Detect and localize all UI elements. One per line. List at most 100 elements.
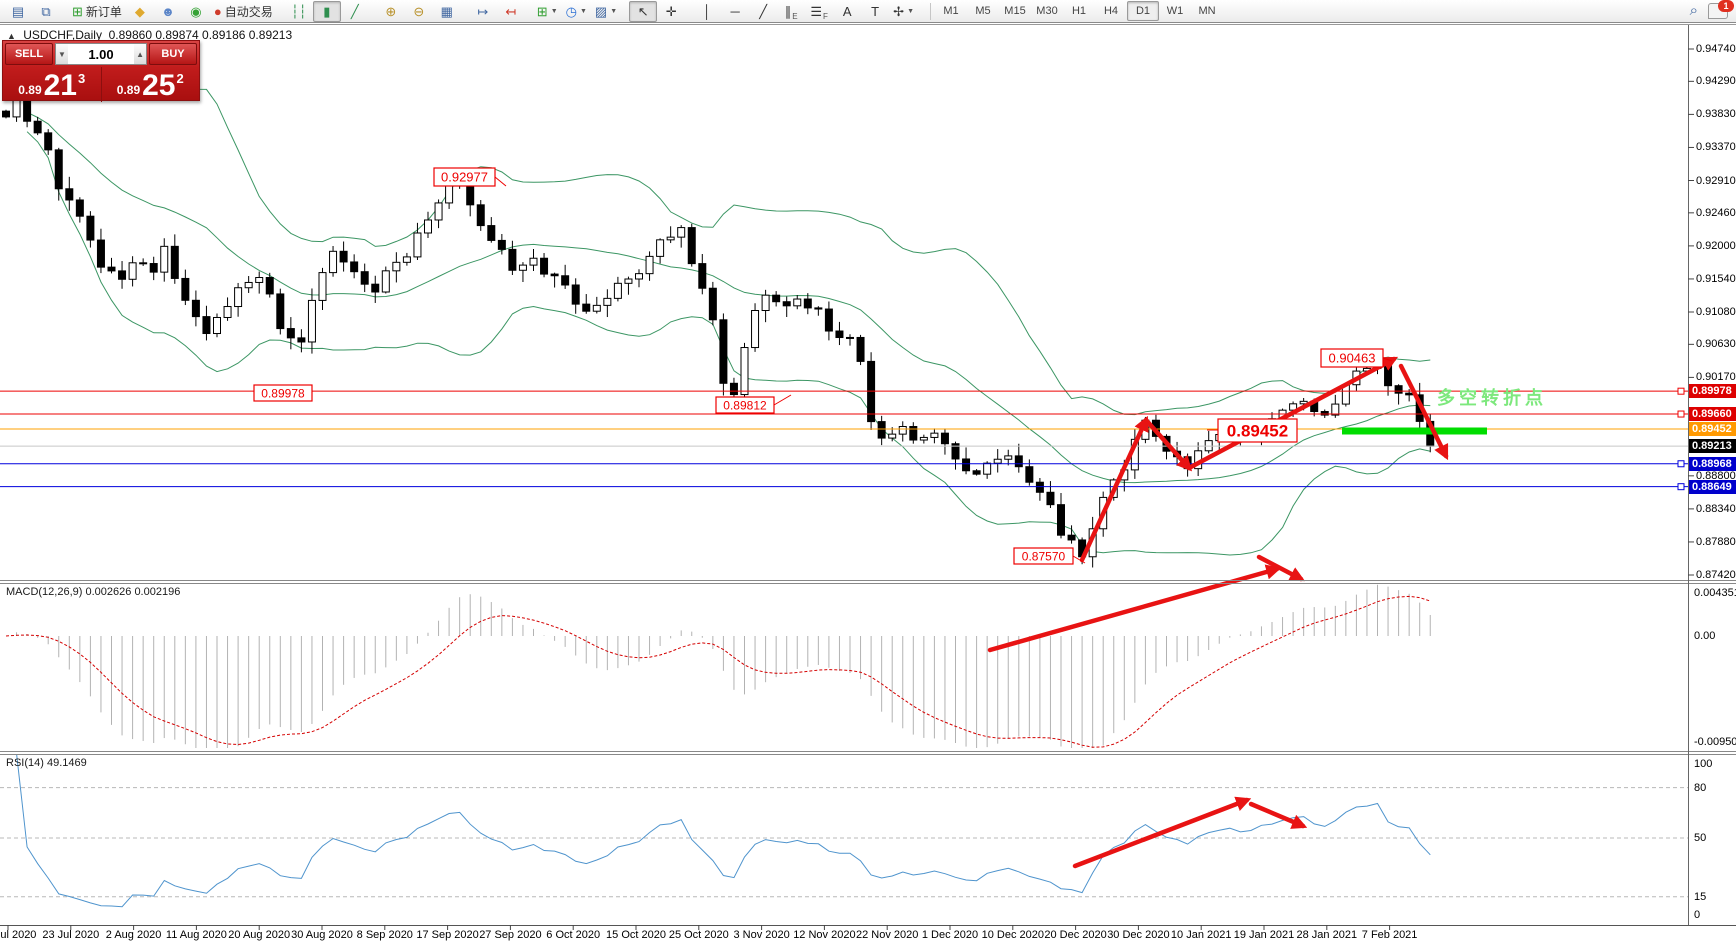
candle-body: [191, 299, 200, 318]
price-annotation-box[interactable]: [1013, 547, 1074, 565]
text-label-icon[interactable]: T: [861, 1, 889, 22]
level-line-handle[interactable]: [1677, 483, 1685, 491]
bollinger-middle-band[interactable]: [26, 111, 1431, 484]
candle-body: [213, 316, 221, 335]
vertical-line-icon[interactable]: │: [693, 1, 721, 22]
sell-price-display[interactable]: 0.89 21 3: [3, 67, 102, 102]
template-icon-caret[interactable]: ▼: [610, 7, 618, 15]
market-watch-icon[interactable]: ▤: [4, 1, 32, 22]
candle-body: [223, 306, 232, 318]
candle-body: [286, 328, 295, 339]
volume-input[interactable]: [67, 44, 135, 64]
search-icon[interactable]: ⌕: [1689, 2, 1698, 19]
shapes-icon-caret[interactable]: ▼: [907, 7, 914, 15]
candle-body: [645, 255, 654, 275]
shapes-icon[interactable]: ✢ ▼: [889, 1, 918, 22]
experts-icon[interactable]: ☻: [154, 1, 182, 22]
candle-body: [75, 199, 84, 217]
candle-body: [476, 204, 485, 227]
level-line-handle[interactable]: [1677, 410, 1685, 418]
chart-shift-icon[interactable]: ↤: [497, 1, 525, 22]
period-icon-caret[interactable]: ▼: [579, 7, 587, 15]
level-line-handle[interactable]: [1677, 387, 1685, 395]
new-chart-icon[interactable]: ⊞ ▼: [533, 1, 562, 22]
trend-arrow-rsi[interactable]: [1072, 796, 1252, 869]
volume-decrease-button[interactable]: ▼: [56, 44, 68, 64]
candlestick-chart-icon[interactable]: ▮: [312, 0, 341, 22]
price-annotation-label[interactable]: 0.89812: [723, 398, 767, 412]
timeframe-m15[interactable]: M15: [1004, 5, 1026, 17]
autotrading-icon[interactable]: ● 自动交易: [210, 1, 277, 22]
price-annotation-label[interactable]: 0.90463: [1329, 351, 1376, 366]
auto-scroll-icon[interactable]: ↦: [469, 1, 497, 22]
timeframe-w1[interactable]: W1: [1166, 5, 1184, 17]
horizontal-line-icon[interactable]: ─: [721, 1, 749, 22]
new-order-icon[interactable]: ⊞ 新订单: [68, 1, 126, 22]
candle-body: [434, 202, 443, 221]
bar-chart-icon[interactable]: ┆┆: [285, 1, 313, 22]
trend-arrow-macd[interactable]: [987, 564, 1282, 653]
timeframe-mn[interactable]: MN: [1198, 5, 1216, 17]
price-annotation-label[interactable]: 0.89978: [261, 386, 305, 400]
timeframe-h1[interactable]: H1: [1071, 5, 1087, 17]
trendline-icon[interactable]: ╱: [749, 1, 777, 22]
bollinger-upper-band[interactable]: [27, 63, 1431, 416]
fibonacci-icon[interactable]: ☰ F: [805, 1, 833, 22]
new-chart-icon-caret[interactable]: ▼: [550, 7, 558, 15]
candle-body: [413, 232, 422, 258]
buy-price-display[interactable]: 0.89 25 2: [102, 67, 200, 102]
sell-button[interactable]: SELL: [5, 43, 53, 65]
trend-arrow-macd[interactable]: [1256, 554, 1306, 582]
collapse-panel-arrow[interactable]: ▲: [7, 31, 16, 41]
timeframe-h4[interactable]: H4: [1103, 5, 1119, 17]
timeframe-m5[interactable]: M5: [975, 5, 991, 17]
period-icon[interactable]: ◷ ▼: [562, 1, 591, 22]
candle-body: [307, 299, 316, 343]
zoom-in-icon[interactable]: ⊕: [377, 1, 405, 22]
tile-windows-icon[interactable]: ▦: [433, 1, 461, 22]
candle-body: [1025, 466, 1034, 483]
new-order-icon: ⊞: [72, 3, 83, 19]
timeframe-m30[interactable]: M30: [1036, 5, 1058, 17]
price-annotation-box[interactable]: [253, 384, 313, 402]
signals-icon[interactable]: ◉: [182, 1, 210, 22]
candle-body: [824, 308, 833, 332]
volume-spinner: ▼ ▲: [55, 43, 147, 65]
price-annotation-label[interactable]: 0.92977: [441, 170, 488, 185]
data-window-icon[interactable]: ⧉: [32, 1, 60, 22]
autotrading-icon-label: 自动交易: [224, 4, 273, 19]
zoom-out-icon[interactable]: ⊖: [405, 1, 433, 22]
trend-arrow-main[interactable]: [1398, 363, 1449, 461]
trend-arrow-rsi[interactable]: [1248, 801, 1308, 829]
bollinger-lower-band[interactable]: [26, 131, 1431, 556]
volume-increase-button[interactable]: ▲: [134, 44, 146, 64]
price-annotation-box[interactable]: [1320, 348, 1384, 368]
channel-icon[interactable]: ∥ E: [777, 1, 805, 22]
line-chart-icon[interactable]: ╱: [341, 1, 369, 22]
price-annotation-label[interactable]: 0.89452: [1227, 422, 1288, 441]
timeframe-d1[interactable]: D1: [1127, 1, 1159, 21]
trend-arrow-main[interactable]: [1143, 417, 1193, 472]
trend-arrow-main[interactable]: [1186, 356, 1399, 471]
template-icon[interactable]: ▨ ▼: [591, 1, 621, 22]
metaeditor-icon[interactable]: ◆: [126, 1, 154, 22]
crosshair-icon[interactable]: ✛: [657, 1, 685, 22]
period-icon: ◷: [565, 3, 577, 19]
price-annotation-label[interactable]: 0.87570: [1022, 549, 1066, 563]
candle-body: [244, 281, 253, 289]
turning-point-text[interactable]: 多空转折点: [1437, 387, 1547, 408]
buy-button[interactable]: BUY: [149, 43, 197, 65]
candle-body: [656, 239, 665, 257]
level-line-handle[interactable]: [1677, 460, 1685, 468]
notifications-icon[interactable]: 1: [1708, 0, 1734, 19]
candle-body: [782, 301, 791, 307]
price-annotation-box[interactable]: [715, 396, 775, 414]
trend-arrow-main[interactable]: [1079, 415, 1149, 563]
price-annotation-box[interactable]: [1217, 418, 1298, 443]
text-icon[interactable]: A: [833, 1, 861, 22]
cursor-icon[interactable]: ↖: [629, 0, 658, 22]
timeframe-m1[interactable]: M1: [943, 5, 959, 17]
candle-body: [1067, 534, 1076, 541]
price-annotation-box[interactable]: [433, 167, 496, 187]
candle-body: [719, 319, 728, 384]
